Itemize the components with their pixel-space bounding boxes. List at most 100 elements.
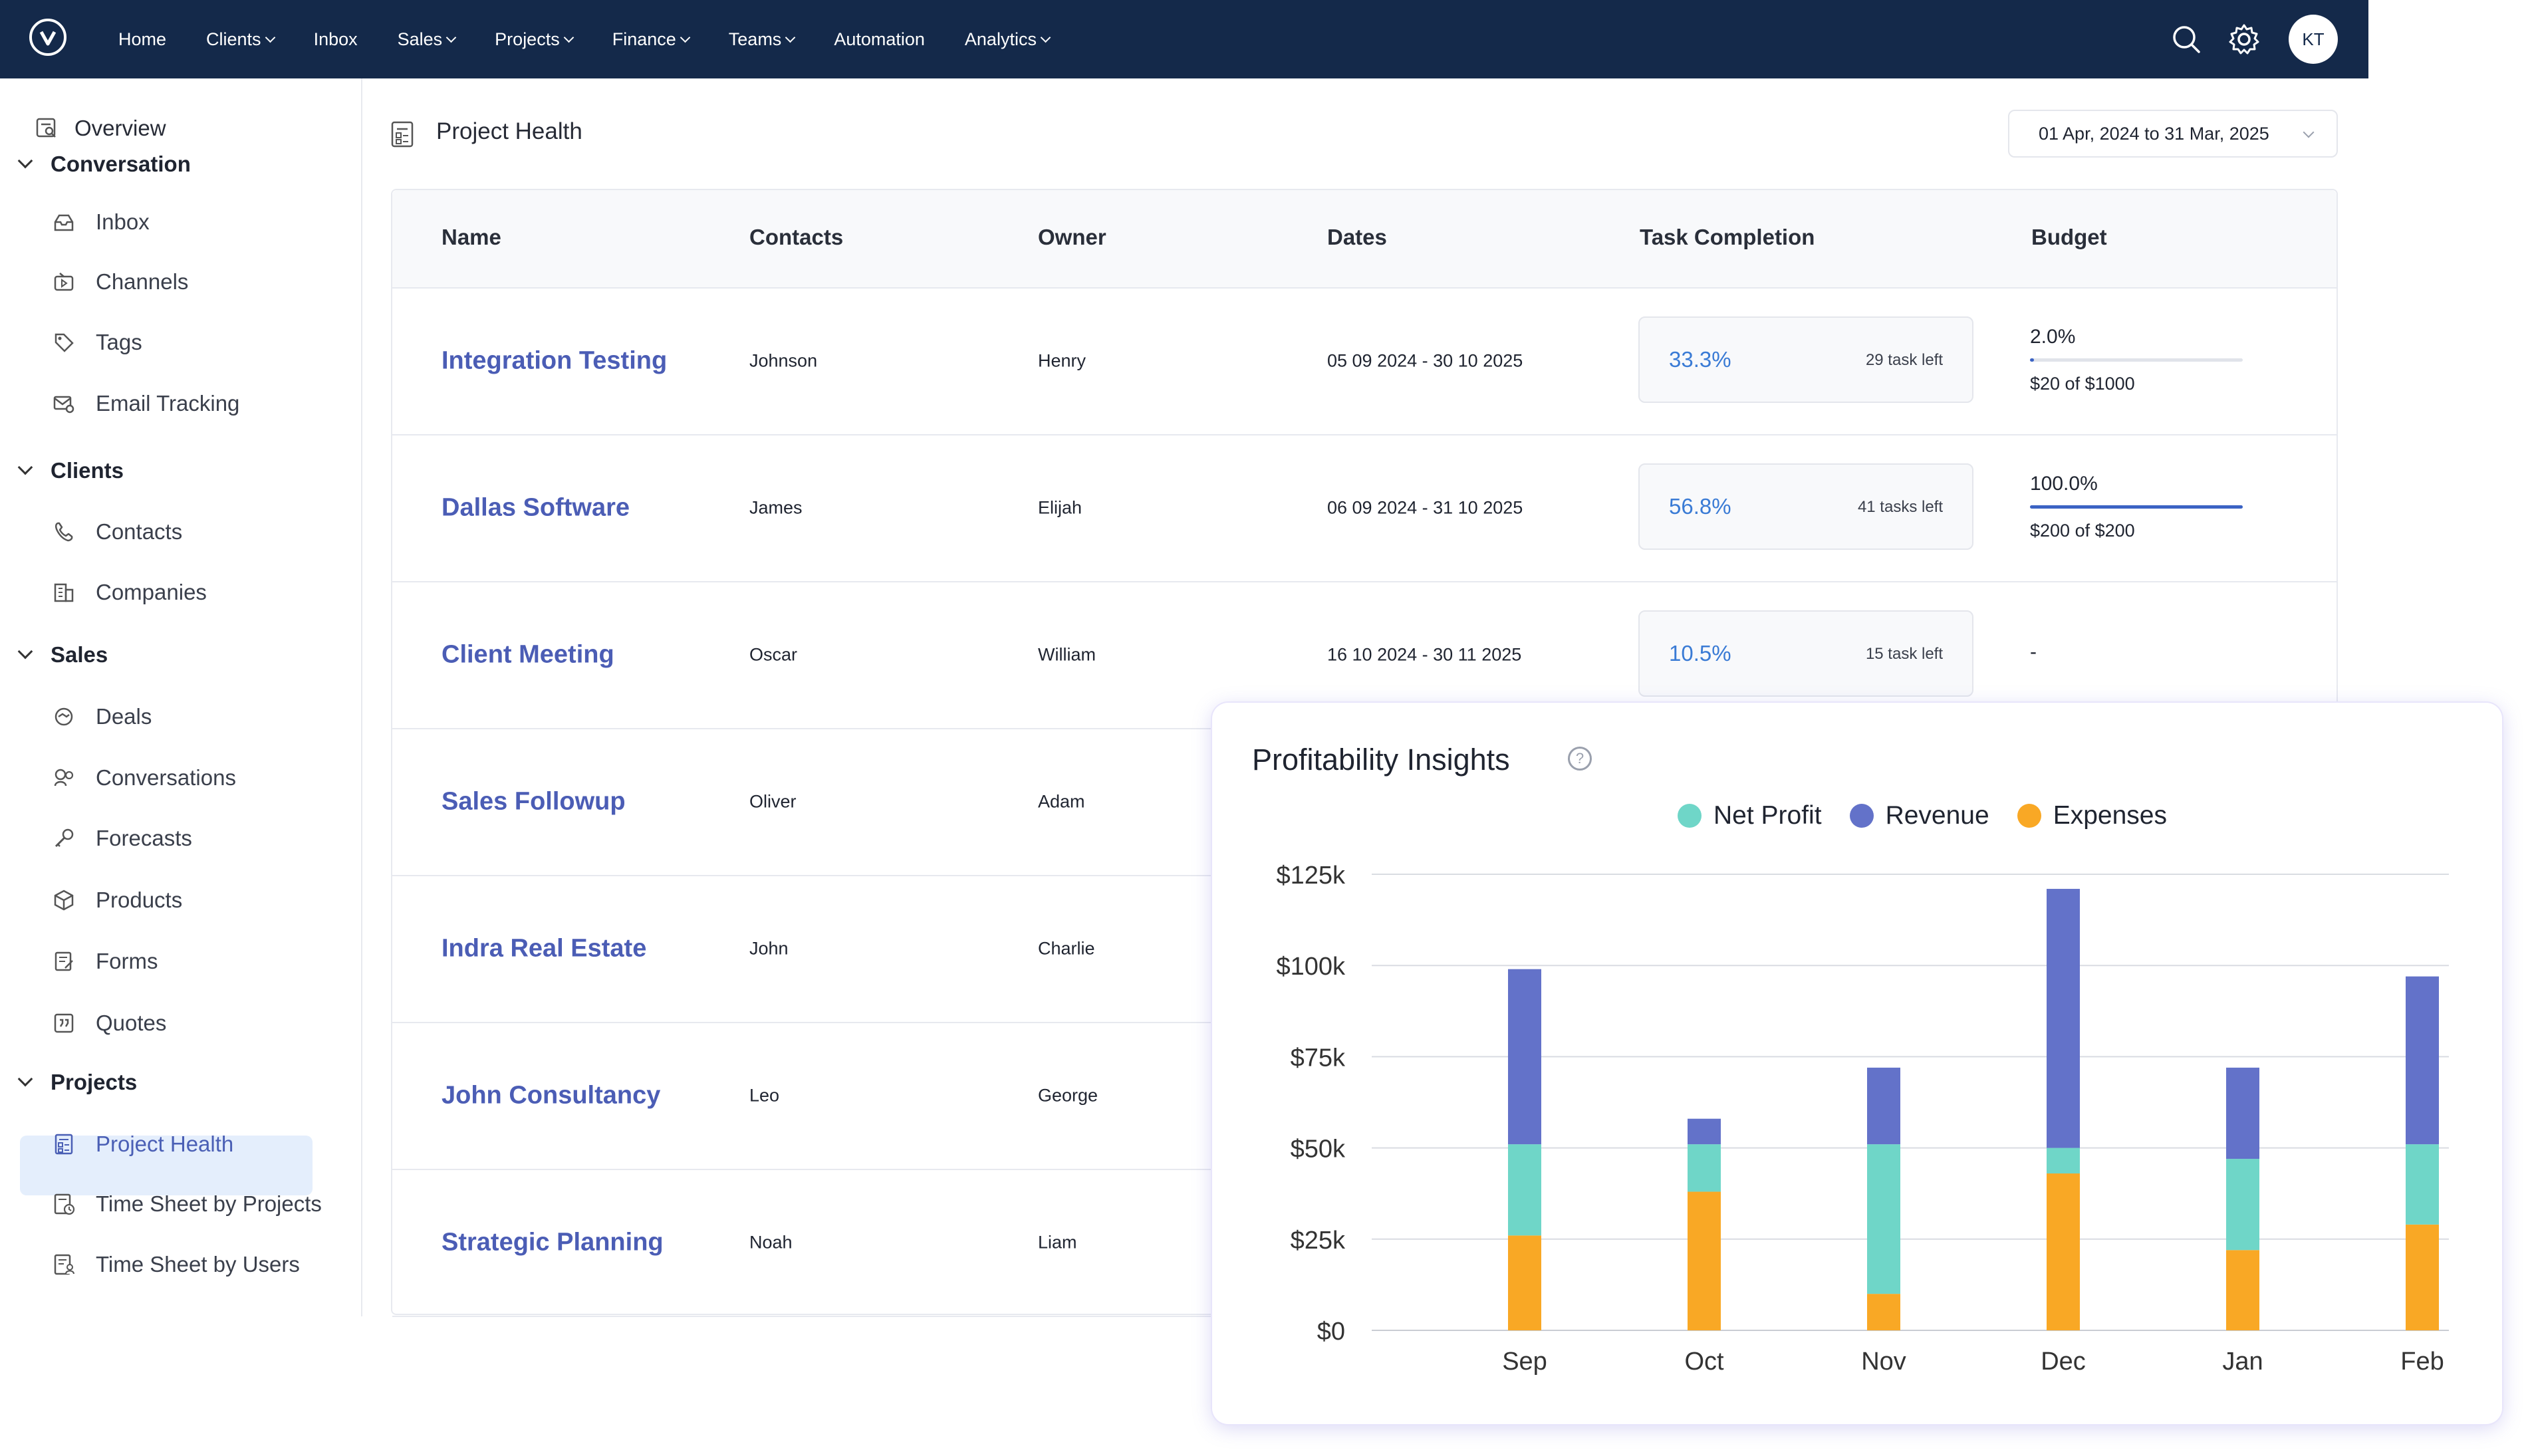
table-row[interactable]: Client Meeting Oscar William 16 10 2024 - 3… xyxy=(392,581,2337,729)
bar-net-profit-dec xyxy=(2047,1148,2080,1174)
sidebar-item-label: Project Health xyxy=(96,1132,234,1156)
sidebar-item-quotes[interactable]: Quotes xyxy=(52,1011,166,1036)
sidebar-item-deals[interactable]: Deals xyxy=(52,704,152,729)
date-range-picker[interactable]: 01 Apr, 2024 to 31 Mar, 2025 xyxy=(2008,110,2338,158)
project-name-link[interactable]: Dallas Software xyxy=(442,493,630,521)
user-avatar[interactable]: KT xyxy=(2289,15,2338,64)
gear-icon[interactable] xyxy=(2227,23,2261,56)
owner-cell: Elijah xyxy=(1038,497,1082,517)
budget-progress-fill xyxy=(2030,358,2035,362)
project-name-link[interactable]: Indra Real Estate xyxy=(442,934,647,962)
sidebar-item-tags[interactable]: Tags xyxy=(52,330,142,355)
budget-amount: $200 of $200 xyxy=(2030,521,2135,541)
sidebar-item-contacts[interactable]: Contacts xyxy=(52,519,182,545)
sidebar-section-clients[interactable]: Clients xyxy=(15,458,124,483)
page-title: Project Health xyxy=(436,118,582,144)
nav-item-home[interactable]: Home xyxy=(118,29,166,50)
app-logo[interactable] xyxy=(29,19,66,56)
sidebar-item-label: Products xyxy=(96,888,183,912)
sidebar-item-forms[interactable]: Forms xyxy=(52,949,158,974)
conversations-icon xyxy=(54,769,74,787)
bar-net-profit-sep xyxy=(1508,1144,1541,1236)
chevron-down-icon xyxy=(17,644,33,660)
chevron-down-icon xyxy=(1040,32,1051,43)
sidebar-section-projects[interactable]: Projects xyxy=(15,1070,137,1095)
sidebar-item-time-sheet-by-users[interactable]: Time Sheet by Users xyxy=(52,1252,300,1277)
sidebar-item-forecasts[interactable]: Forecasts xyxy=(52,826,192,851)
x-tick-label: Feb xyxy=(2400,1348,2444,1376)
bar-expenses-jan xyxy=(2226,1250,2259,1330)
sidebar-item-companies[interactable]: Companies xyxy=(52,580,207,605)
tasks-left: 41 tasks left xyxy=(1857,498,1943,516)
owner-cell: William xyxy=(1038,644,1096,664)
nav-item-finance[interactable]: Finance xyxy=(612,29,691,50)
bar-net-profit-feb xyxy=(2406,1144,2439,1225)
bar-revenue-jan xyxy=(2226,1067,2259,1159)
sidebar-item-label: Channels xyxy=(96,269,189,294)
overview-icon xyxy=(36,118,56,138)
nav-item-analytics[interactable]: Analytics xyxy=(965,29,1051,50)
sidebar-item-time-sheet-by-projects[interactable]: Time Sheet by Projects xyxy=(52,1191,322,1217)
nav-item-sales[interactable]: Sales xyxy=(398,29,457,50)
tasks-left: 29 task left xyxy=(1865,351,1943,369)
x-tick-label: Jan xyxy=(2222,1348,2263,1376)
budget-progress-bar xyxy=(2030,505,2243,509)
x-tick-label: Dec xyxy=(2041,1348,2086,1376)
sidebar-section-conversation[interactable]: Conversation xyxy=(15,152,191,177)
sidebar-item-conversations[interactable]: Conversations xyxy=(52,765,236,790)
project-name-link[interactable]: Sales Followup xyxy=(442,787,626,815)
y-tick-label: $50k xyxy=(1291,1136,1346,1163)
sidebar-item-label: Quotes xyxy=(96,1011,167,1035)
project-name-link[interactable]: Strategic Planning xyxy=(442,1228,664,1256)
nav-item-automation[interactable]: Automation xyxy=(834,29,925,50)
sidebar-section-sales[interactable]: Sales xyxy=(15,642,108,667)
nav-item-clients[interactable]: Clients xyxy=(206,29,275,50)
bar-net-profit-jan xyxy=(2226,1159,2259,1251)
sidebar-item-email-tracking[interactable]: Email Tracking xyxy=(52,391,239,416)
sidebar-item-channels[interactable]: Channels xyxy=(52,269,188,295)
nav-item-inbox[interactable]: Inbox xyxy=(314,29,358,50)
sidebar-item-project-health[interactable]: Project Health xyxy=(52,1132,233,1157)
owner-cell: Charlie xyxy=(1038,938,1095,958)
legend-item-revenue[interactable]: Revenue xyxy=(1849,801,1989,830)
header-dates: Dates xyxy=(1327,225,1387,249)
sidebar-section-label: Conversation xyxy=(51,152,191,176)
nav-item-teams[interactable]: Teams xyxy=(729,29,796,50)
chevron-down-icon xyxy=(785,32,796,43)
table-row[interactable]: Integration Testing Johnson Henry 05 09 202… xyxy=(392,287,2337,435)
sidebar-item-products[interactable]: Products xyxy=(52,888,182,913)
help-icon[interactable]: ? xyxy=(1568,747,1592,771)
contact-cell: Oscar xyxy=(749,644,798,664)
project-name-link[interactable]: John Consultancy xyxy=(442,1081,661,1109)
y-tick-label: $0 xyxy=(1317,1318,1345,1346)
top-navigation-bar: Home Clients Inbox Sales Projects Finance Team… xyxy=(0,0,2368,78)
owner-cell: Adam xyxy=(1038,791,1085,811)
budget-amount: $20 of $1000 xyxy=(2030,374,2135,394)
bar-revenue-oct xyxy=(1688,1118,1721,1145)
task-percent: 33.3% xyxy=(1669,347,1731,372)
legend-item-expenses[interactable]: Expenses xyxy=(2017,801,2167,830)
date-range-value: 01 Apr, 2024 to 31 Mar, 2025 xyxy=(2039,123,2269,144)
legend-label: Expenses xyxy=(2053,801,2167,830)
project-health-icon xyxy=(391,121,414,148)
tags-icon xyxy=(55,333,74,352)
project-name-link[interactable]: Client Meeting xyxy=(442,640,614,668)
sidebar-item-overview[interactable]: Overview xyxy=(35,116,166,141)
search-icon[interactable] xyxy=(2170,23,2203,56)
table-header: Name Contacts Owner Dates Task Completio… xyxy=(392,190,2337,289)
legend-item-net-profit[interactable]: Net Profit xyxy=(1678,801,1822,830)
bar-revenue-nov xyxy=(1867,1067,1900,1145)
chevron-down-icon xyxy=(17,1071,33,1087)
project-name-link[interactable]: Integration Testing xyxy=(442,346,668,374)
email-tracking-icon xyxy=(53,396,74,414)
bar-net-profit-nov xyxy=(1867,1144,1900,1294)
legend-swatch xyxy=(1849,804,1874,828)
sidebar-section-label: Projects xyxy=(51,1070,138,1094)
task-completion-box: 33.3% 29 task left xyxy=(1638,316,1973,403)
sidebar-item-inbox[interactable]: Inbox xyxy=(52,209,150,235)
nav-item-projects[interactable]: Projects xyxy=(495,29,574,50)
forecasts-icon xyxy=(55,828,74,848)
inbox-icon xyxy=(54,214,74,231)
dates-cell: 05 09 2024 - 30 10 2025 xyxy=(1327,350,1523,370)
table-row[interactable]: Dallas Software James Elijah 06 09 2024 - 3… xyxy=(392,434,2337,582)
